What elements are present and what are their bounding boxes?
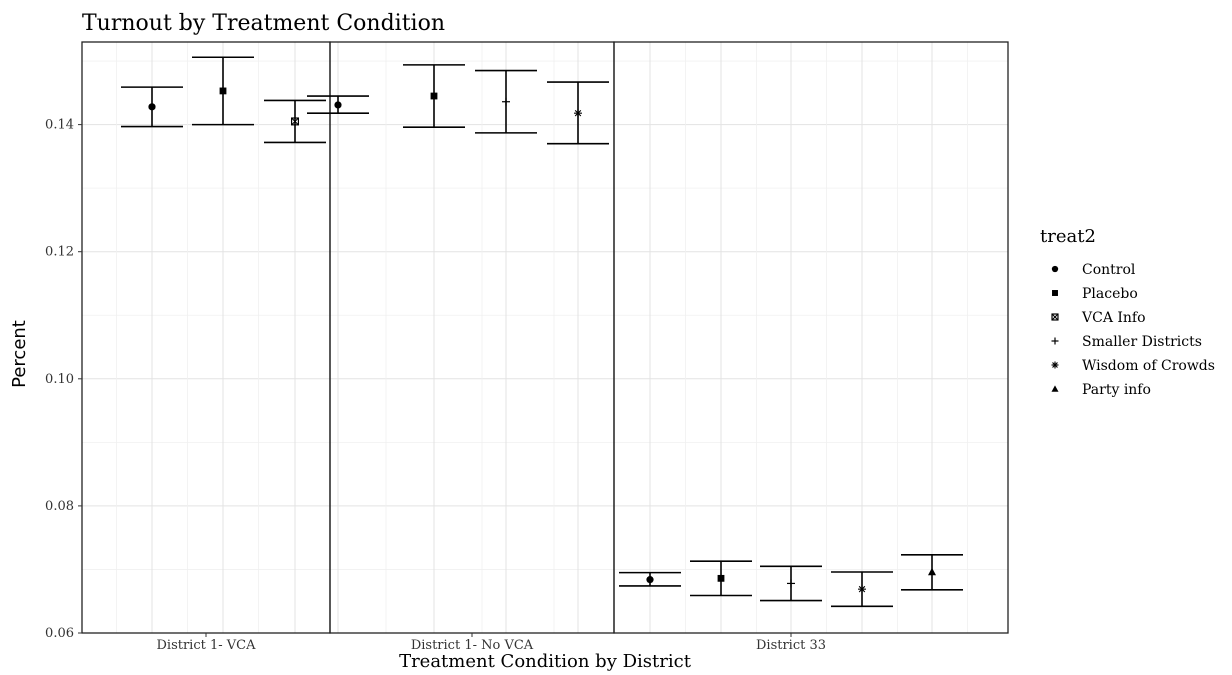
x-axis-title: Treatment Condition by District xyxy=(399,651,692,672)
marker-x-stroke xyxy=(291,117,299,126)
panel-border-1 xyxy=(81,41,331,634)
data-point-wisdom-of-crowds xyxy=(547,81,609,145)
y-tick-label: 0.14 xyxy=(45,118,74,133)
data-point-control xyxy=(619,571,681,587)
marker-x-stroke xyxy=(1051,313,1059,321)
marker-circle xyxy=(148,103,156,111)
marker-asterisk-stroke xyxy=(574,109,582,117)
legend-item-party-info: Party info xyxy=(1051,382,1151,398)
data-point-vca-info xyxy=(264,99,326,144)
marker-asterisk-stroke xyxy=(1052,362,1058,368)
marker-circle xyxy=(646,576,654,584)
marker-boxed-x xyxy=(291,117,300,126)
marker-square xyxy=(717,574,725,582)
legend-label: Party info xyxy=(1082,382,1151,398)
legend-label: VCA Info xyxy=(1081,310,1146,326)
axes: 0.06 0.08 0.10 0.12 0.14 District 1- VCA Distr… xyxy=(45,118,826,653)
panel-border-3 xyxy=(613,41,1009,634)
data-points xyxy=(121,56,963,608)
data-point-placebo xyxy=(403,64,465,128)
legend-title: treat2 xyxy=(1040,226,1096,247)
marker-boxed-x xyxy=(1051,313,1059,321)
x-tick-label: District 1- No VCA xyxy=(411,638,534,653)
legend-label: Smaller Districts xyxy=(1082,334,1202,350)
data-point-control xyxy=(121,86,183,128)
data-point-placebo xyxy=(192,56,254,126)
legend-label: Control xyxy=(1082,262,1136,278)
chart-title: Turnout by Treatment Condition xyxy=(82,11,445,36)
marker-circle xyxy=(334,101,342,109)
marker-asterisk xyxy=(1051,361,1059,369)
legend-item-vca-info: VCA Info xyxy=(1051,310,1146,326)
x-tick-label: District 33 xyxy=(756,638,826,653)
legend-label: Placebo xyxy=(1082,286,1138,302)
marker-square xyxy=(430,92,438,100)
data-point-placebo xyxy=(690,560,752,597)
marker-asterisk xyxy=(574,109,582,118)
legend-item-control: Control xyxy=(1051,262,1136,278)
legend-label: Wisdom of Crowds xyxy=(1082,358,1215,374)
panel-border-2 xyxy=(329,41,615,634)
y-tick-label: 0.06 xyxy=(45,626,74,641)
marker-triangle xyxy=(928,567,936,576)
marker-box xyxy=(291,117,300,126)
y-tick-label: 0.10 xyxy=(45,372,74,387)
y-tick-label: 0.08 xyxy=(45,499,74,514)
legend: treat2 Control Placebo VCA Info Smaller Dis… xyxy=(1040,226,1215,398)
gridlines xyxy=(82,42,1008,634)
legend-item-placebo: Placebo xyxy=(1052,286,1138,302)
data-point-party-info xyxy=(901,554,963,591)
marker-plus xyxy=(1051,337,1059,345)
marker-asterisk xyxy=(858,585,866,594)
legend-item-wisdom-of-crowds: Wisdom of Crowds xyxy=(1051,358,1215,374)
marker-plus xyxy=(502,97,510,106)
y-tick-label: 0.12 xyxy=(45,245,74,260)
data-point-smaller-districts xyxy=(760,565,822,602)
marker-square xyxy=(1052,290,1058,296)
marker-square xyxy=(219,87,227,95)
data-point-wisdom-of-crowds xyxy=(831,571,893,608)
marker-box xyxy=(1051,313,1059,321)
marker-triangle xyxy=(1051,385,1059,392)
legend-item-smaller-districts: Smaller Districts xyxy=(1051,334,1202,350)
marker-asterisk-stroke xyxy=(858,585,866,593)
x-tick-label: District 1- VCA xyxy=(156,638,256,653)
y-axis-title: Percent xyxy=(9,320,30,388)
data-point-control xyxy=(307,95,369,114)
marker-circle xyxy=(1051,265,1059,273)
data-point-smaller-districts xyxy=(475,69,537,134)
marker-plus xyxy=(787,579,795,588)
facet-panels xyxy=(81,41,1009,634)
